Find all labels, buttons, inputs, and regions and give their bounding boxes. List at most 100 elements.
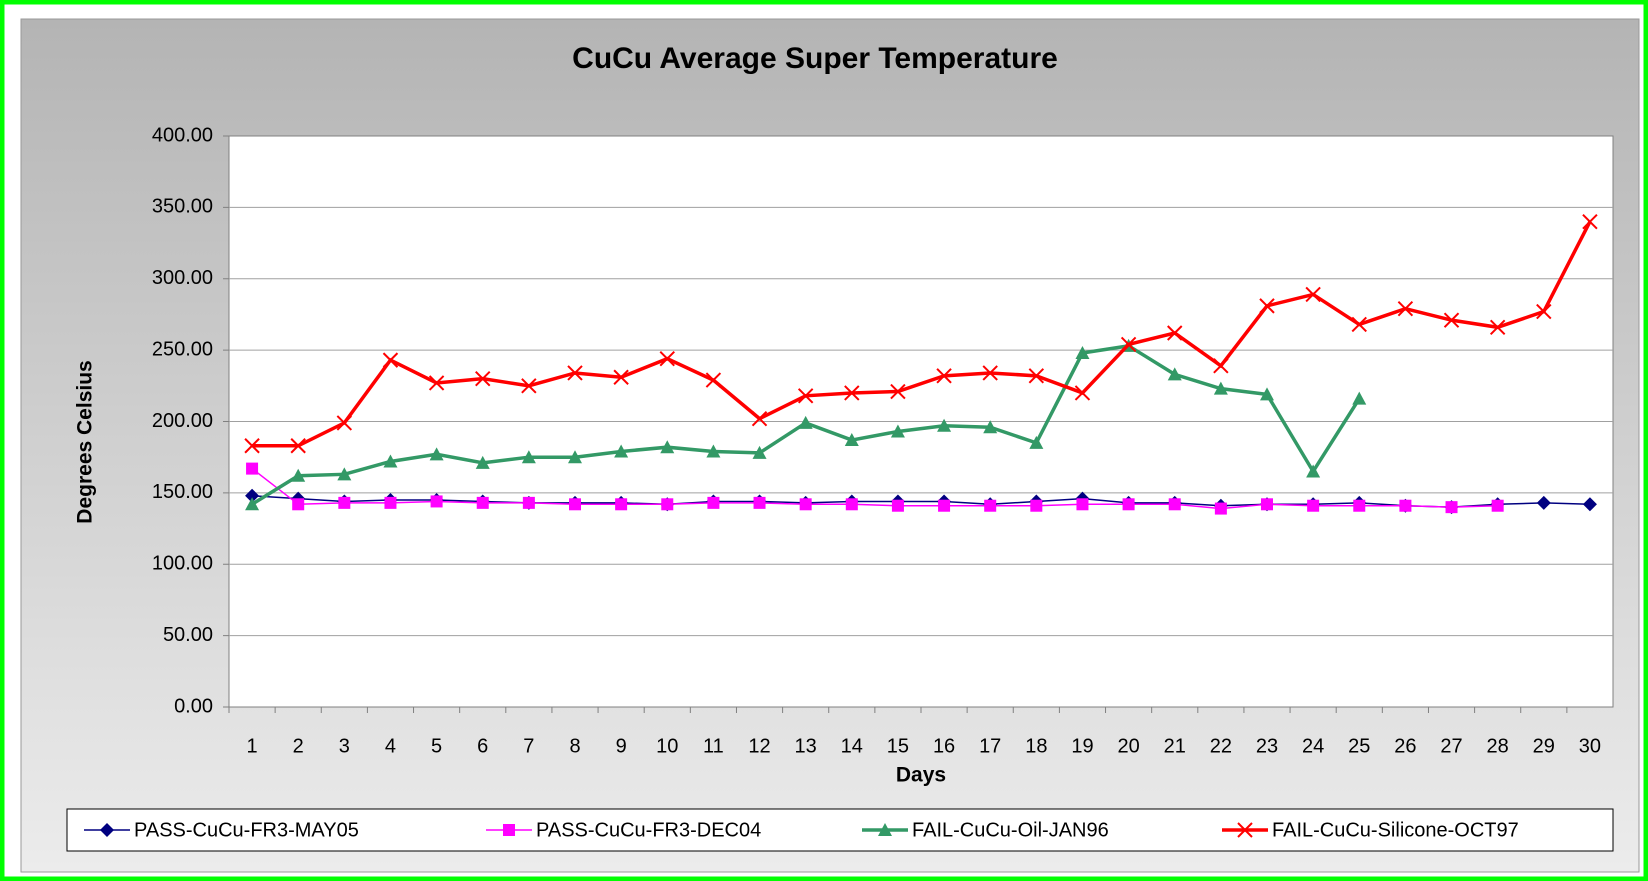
- marker: [521, 378, 537, 394]
- marker: [291, 468, 306, 482]
- marker: [475, 455, 490, 469]
- marker: [503, 824, 515, 836]
- marker: [799, 498, 812, 511]
- x-tick-label: 13: [795, 735, 817, 757]
- marker: [567, 365, 583, 381]
- x-tick-label: 7: [523, 735, 534, 757]
- y-tick-label: 0.00: [174, 695, 213, 717]
- marker: [336, 415, 353, 431]
- marker: [383, 454, 398, 468]
- marker: [568, 450, 582, 464]
- y-tick-label: 200.00: [152, 410, 213, 432]
- marker: [936, 368, 952, 384]
- y-tick-label: 150.00: [152, 481, 213, 503]
- marker: [984, 499, 997, 512]
- x-tick-label: 25: [1348, 735, 1370, 757]
- marker: [878, 823, 892, 836]
- marker: [337, 467, 352, 481]
- x-axis-title: Days: [896, 764, 946, 787]
- x-tick-label: 1: [247, 735, 258, 757]
- marker: [1076, 498, 1089, 511]
- marker: [475, 370, 491, 387]
- marker: [614, 444, 629, 458]
- marker: [569, 498, 581, 511]
- marker: [1582, 213, 1598, 230]
- x-tick-label: 11: [703, 735, 724, 757]
- x-tick-label: 21: [1164, 735, 1186, 757]
- marker: [615, 498, 628, 511]
- marker: [751, 410, 768, 427]
- marker: [1353, 499, 1366, 512]
- x-tick-label: 20: [1117, 735, 1139, 757]
- x-tick-label: 19: [1071, 735, 1093, 757]
- x-tick-label: 18: [1025, 735, 1047, 757]
- marker: [1029, 435, 1044, 449]
- marker: [1399, 499, 1412, 512]
- marker: [244, 438, 260, 454]
- marker: [844, 385, 860, 401]
- series-line: [252, 220, 1592, 448]
- marker: [384, 496, 397, 509]
- marker: [705, 372, 722, 388]
- marker: [430, 495, 443, 508]
- marker: [659, 350, 675, 367]
- marker: [797, 388, 814, 404]
- x-tick-label: 4: [385, 735, 396, 757]
- marker: [661, 498, 674, 511]
- y-tick-label: 350.00: [152, 196, 213, 218]
- marker: [1491, 499, 1504, 512]
- marker: [982, 365, 998, 381]
- marker: [1443, 312, 1460, 328]
- x-tick-label: 29: [1533, 735, 1555, 757]
- series-line: [252, 494, 1590, 508]
- marker: [1122, 498, 1135, 511]
- marker: [1352, 391, 1367, 405]
- marker: [1582, 497, 1597, 512]
- marker: [1260, 387, 1274, 401]
- marker: [1167, 325, 1183, 341]
- marker: [706, 444, 721, 458]
- marker: [752, 445, 767, 459]
- marker: [245, 497, 260, 511]
- x-tick-label: 12: [748, 735, 770, 757]
- x-tick-label: 23: [1256, 735, 1278, 757]
- y-tick-label: 400.00: [152, 124, 213, 146]
- marker: [983, 420, 998, 434]
- marker: [937, 418, 952, 432]
- series-line: [251, 468, 1498, 510]
- legend-label: PASS-CuCu-FR3-MAY05: [134, 819, 359, 841]
- marker: [1074, 385, 1091, 401]
- marker: [382, 352, 399, 368]
- legend-box: [66, 808, 1614, 852]
- marker: [429, 447, 444, 461]
- x-tick-label: 6: [477, 735, 488, 757]
- marker: [938, 499, 951, 512]
- marker: [1168, 498, 1181, 511]
- marker: [1237, 822, 1253, 838]
- marker: [246, 462, 259, 475]
- legend-label: FAIL-CuCu-Silicone-OCT97: [1272, 819, 1519, 841]
- marker: [522, 496, 535, 509]
- marker: [1306, 464, 1321, 478]
- x-tick-label: 3: [339, 735, 350, 757]
- marker: [1261, 498, 1273, 511]
- marker: [1213, 381, 1228, 395]
- y-tick-label: 100.00: [152, 553, 213, 575]
- x-tick-label: 27: [1440, 735, 1462, 757]
- x-tick-label: 28: [1487, 735, 1509, 757]
- marker: [1351, 316, 1367, 333]
- x-tick-label: 15: [887, 735, 909, 757]
- y-axis-title: Degrees Celsius: [74, 360, 97, 523]
- marker: [521, 450, 536, 464]
- marker: [476, 496, 489, 509]
- marker: [845, 498, 858, 511]
- marker: [1305, 286, 1321, 303]
- marker: [890, 424, 905, 438]
- legend-label: FAIL-CuCu-Oil-JAN96: [912, 819, 1109, 841]
- marker: [292, 498, 305, 511]
- marker: [844, 433, 859, 447]
- marker: [753, 496, 766, 509]
- y-tick-label: 300.00: [152, 267, 213, 289]
- x-tick-label: 24: [1302, 735, 1324, 757]
